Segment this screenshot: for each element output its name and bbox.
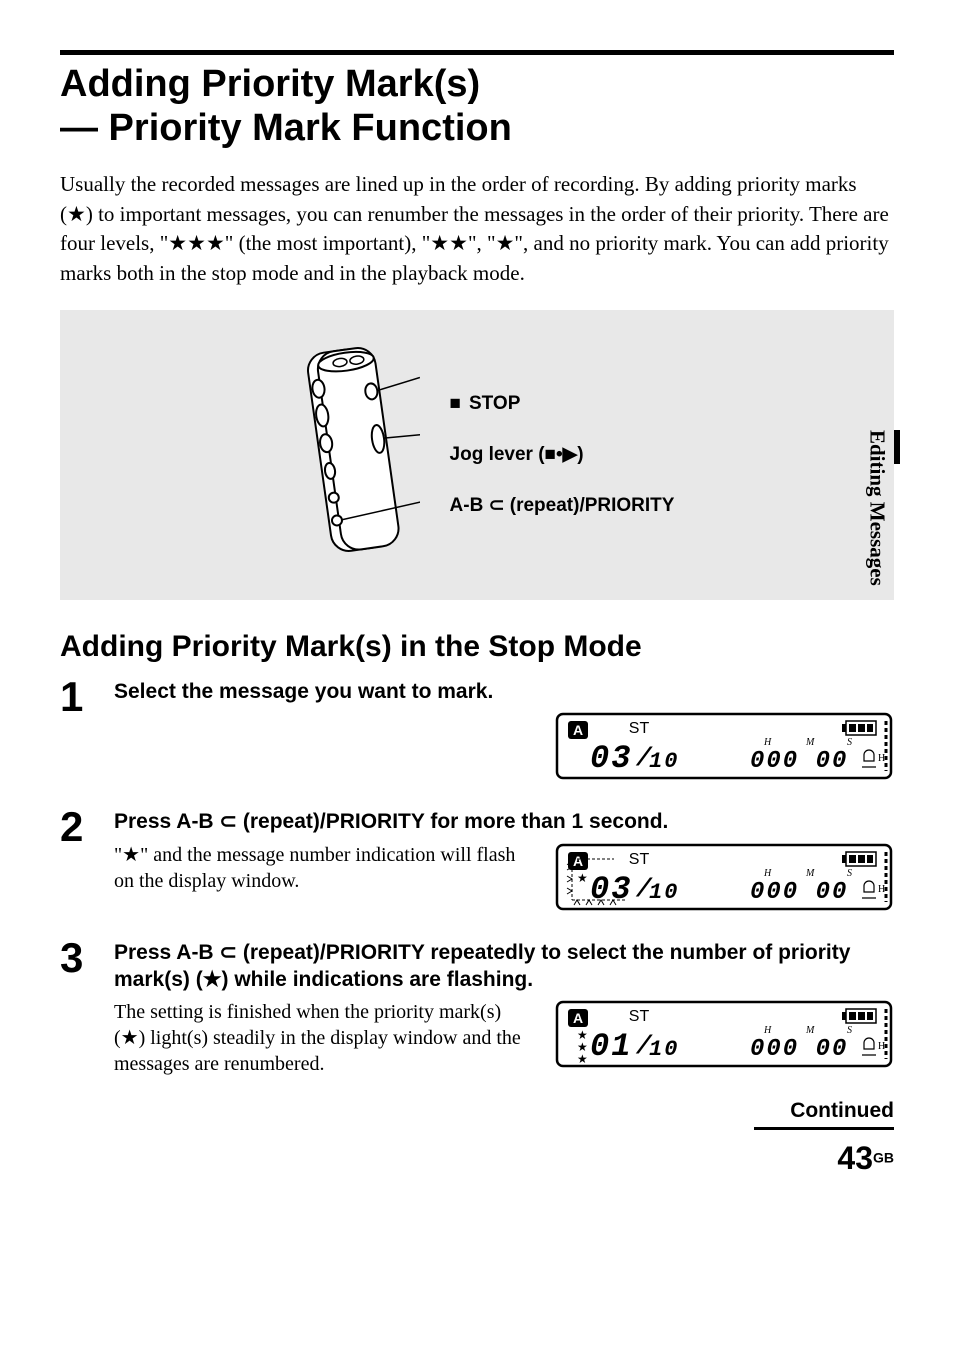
svg-text:10: 10 [649,749,679,774]
callout-ab-priority: A-B ⊂ (repeat)/PRIORITY [450,494,675,517]
svg-text:10: 10 [649,1037,679,1062]
step-heading: Press A-B ⊂ (repeat)/PRIORITY repeatedly… [114,939,894,994]
callout-jog-label: Jog lever (■•▶) [450,443,584,466]
svg-text:S: S [847,737,852,748]
step-heading: Select the message you want to mark. [114,678,894,705]
svg-text:★: ★ [577,1052,588,1066]
svg-text:S: S [847,1025,852,1036]
lcd-display: A ST 03 / 10 H M S 000 00 H [554,711,894,786]
svg-text:H: H [878,1041,885,1052]
title-line-2: — Priority Mark Function [60,107,512,149]
callout-stop-label: STOP [469,393,520,415]
step-1: 1 Select the message you want to mark. A … [60,678,894,786]
top-rule [60,50,894,55]
svg-text:★: ★ [577,871,588,885]
step-heading: Press A-B ⊂ (repeat)/PRIORITY for more t… [114,808,894,835]
svg-text:A: A [573,722,583,738]
callout-ab-label: A-B ⊂ (repeat)/PRIORITY [450,494,675,517]
step-row: A ST 03 / 10 H M S 000 00 H [114,711,894,786]
section-side-tab: Editing Messages [862,430,892,660]
lcd-display: A ST 03 / 10 ★ H M S 000 00 H [554,842,894,917]
svg-text:H: H [763,868,772,879]
svg-text:000 00: 000 00 [750,879,848,906]
svg-text:H: H [878,884,885,895]
title-line-1: Adding Priority Mark(s) [60,63,480,105]
step-description: "★" and the message number indication wi… [114,842,534,894]
callout-jog-lever: Jog lever (■•▶) [450,443,675,466]
step-number: 3 [60,939,96,977]
svg-text:S: S [847,868,852,879]
svg-text:10: 10 [649,880,679,905]
continued-label: Continued [754,1099,894,1130]
callout-stop: ■ STOP [450,393,675,415]
page-number-suffix: GB [873,1150,894,1166]
svg-text:000 00: 000 00 [750,1036,848,1063]
page-number: 43GB [60,1140,894,1177]
step-description: The setting is finished when the priorit… [114,999,534,1077]
step-body: Select the message you want to mark. A S… [114,678,894,786]
page-number-value: 43 [837,1140,873,1176]
step-body: Press A-B ⊂ (repeat)/PRIORITY repeatedly… [114,939,894,1078]
svg-text:H: H [763,1025,772,1036]
stop-icon: ■ [450,393,461,415]
svg-text:ST: ST [629,720,650,737]
step-row: "★" and the message number indication wi… [114,842,894,917]
svg-text:03: 03 [590,740,632,777]
svg-text:M: M [805,737,815,748]
svg-text:M: M [805,1025,815,1036]
svg-text:ST: ST [629,1008,650,1025]
steps-list: 1 Select the message you want to mark. A … [60,678,894,1077]
recorder-device-illustration [280,340,420,570]
svg-text:ST: ST [629,851,650,868]
step-3: 3 Press A-B ⊂ (repeat)/PRIORITY repeatedl… [60,939,894,1078]
svg-text:M: M [805,868,815,879]
svg-text:01: 01 [590,1028,632,1065]
step-number: 2 [60,808,96,846]
step-body: Press A-B ⊂ (repeat)/PRIORITY for more t… [114,808,894,916]
step-number: 1 [60,678,96,716]
svg-text:000 00: 000 00 [750,748,848,775]
lcd-display: A ST 01 / 10 ★★★ H M S 000 00 H [554,999,894,1074]
step-2: 2 Press A-B ⊂ (repeat)/PRIORITY for more … [60,808,894,916]
side-tab-bar [894,430,900,464]
intro-paragraph: Usually the recorded messages are lined … [60,170,894,288]
svg-text:H: H [763,737,772,748]
svg-text:A: A [573,853,583,869]
step-row: The setting is finished when the priorit… [114,999,894,1077]
page-title: Adding Priority Mark(s) — Priority Mark … [60,63,894,150]
device-figure-panel: ■ STOP Jog lever (■•▶) A-B ⊂ (repeat)/PR… [60,310,894,600]
section-heading: Adding Priority Mark(s) in the Stop Mode [60,630,894,664]
svg-text:A: A [573,1010,583,1026]
svg-text:H: H [878,753,885,764]
device-callouts: ■ STOP Jog lever (■•▶) A-B ⊂ (repeat)/PR… [450,393,675,517]
side-tab-label: Editing Messages [865,430,890,586]
